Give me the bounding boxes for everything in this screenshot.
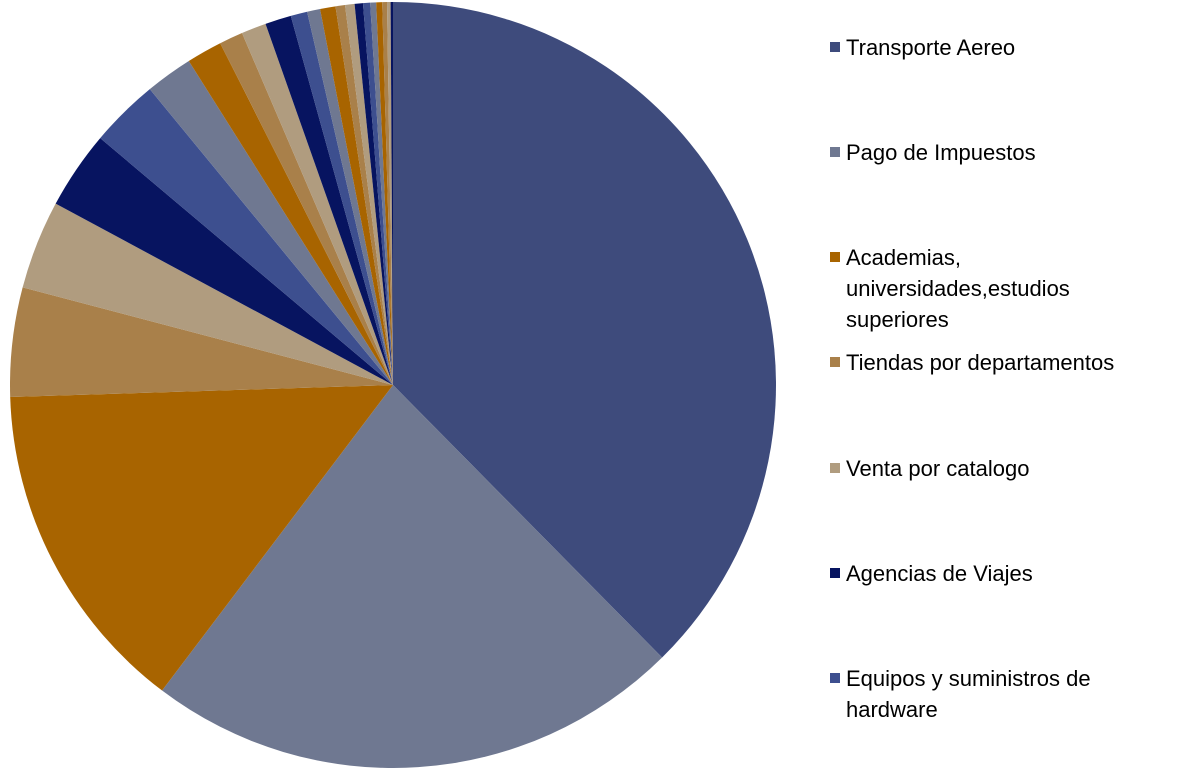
pie-slice bbox=[290, 11, 393, 386]
pie-slice bbox=[22, 203, 394, 385]
legend-label: Transporte Aereo bbox=[846, 34, 1016, 60]
pie-slice bbox=[149, 60, 393, 385]
pie-slice bbox=[354, 3, 393, 385]
legend-entry: Equipos y suministros de hardware bbox=[830, 663, 1160, 725]
legend-label: Venta por catalogo bbox=[846, 455, 1030, 481]
pie-slice bbox=[10, 287, 394, 398]
legend-swatch bbox=[830, 146, 840, 157]
pie-slice bbox=[241, 23, 393, 385]
pie-slice bbox=[386, 2, 393, 385]
pie-slice bbox=[382, 2, 393, 386]
legend-label: Pago de Impuestos bbox=[846, 139, 1036, 165]
pie-area bbox=[10, 2, 776, 768]
pie-slice bbox=[376, 2, 393, 386]
pie-slice bbox=[188, 43, 393, 386]
legend-label: Academias, universidades,estudios superi… bbox=[846, 245, 1070, 333]
pie-slice bbox=[362, 2, 393, 385]
legend-swatch bbox=[830, 568, 840, 578]
legend-swatch bbox=[830, 357, 840, 368]
pie-slice bbox=[335, 5, 393, 385]
legend-swatch bbox=[830, 252, 840, 263]
legend-entry: Academias, universidades,estudios superi… bbox=[830, 242, 1160, 335]
legend-label: Equipos y suministros de hardware bbox=[846, 666, 1091, 723]
legend-swatch bbox=[830, 462, 840, 473]
pie-slice bbox=[162, 385, 663, 768]
pie-slice bbox=[344, 3, 393, 386]
legend-label: Tiendas por departamentos bbox=[846, 350, 1115, 376]
pie-slice bbox=[265, 15, 393, 386]
legend-entry: Pago de Impuestos bbox=[830, 137, 1160, 168]
pie-slice bbox=[390, 2, 393, 385]
legend-swatch bbox=[830, 673, 840, 684]
pie-slice bbox=[320, 6, 393, 386]
pie-slice bbox=[220, 33, 393, 385]
pie-slice bbox=[393, 2, 776, 658]
legend-entry: Transporte Aereo bbox=[830, 32, 1160, 63]
legend-entry: Tiendas por departamentos bbox=[830, 347, 1160, 378]
pie-slice bbox=[307, 9, 393, 386]
pie-slice bbox=[370, 2, 393, 385]
legend-swatch bbox=[830, 41, 840, 52]
legend-entry: Agencias de Viajes bbox=[830, 558, 1160, 589]
pie-slice bbox=[100, 89, 394, 385]
pie-slice bbox=[55, 138, 394, 385]
legend-label: Agencias de Viajes bbox=[846, 561, 1033, 586]
pie-slice bbox=[10, 385, 393, 691]
legend-entry: Venta por catalogo bbox=[830, 453, 1160, 484]
